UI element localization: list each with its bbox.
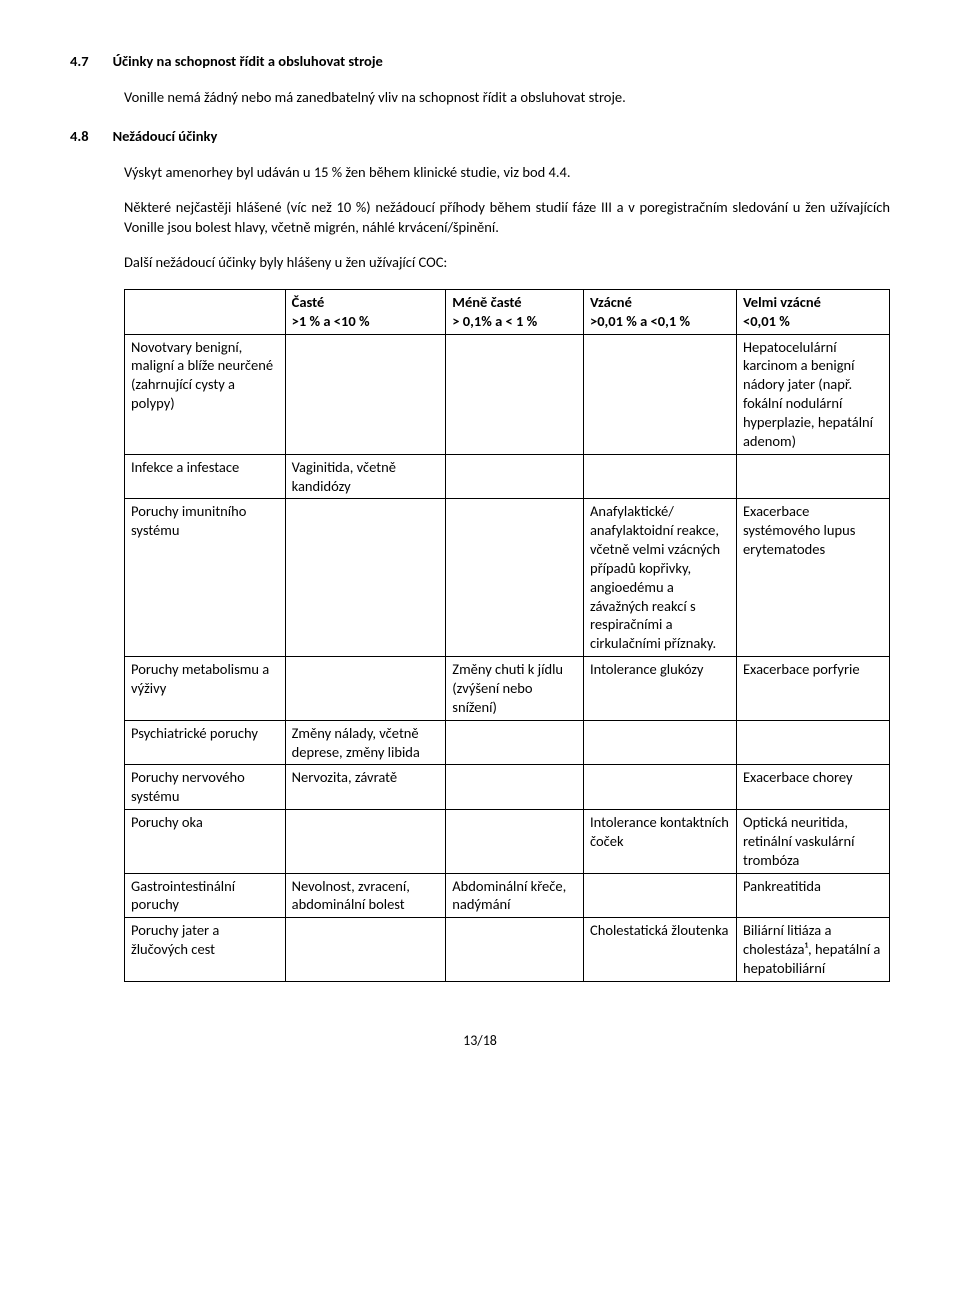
table-row: Poruchy imunitního systému Anafylaktické/… (125, 499, 890, 657)
section-4-7-heading: 4.7 Účinky na schopnost řídit a obsluhov… (70, 52, 890, 72)
table-cell: Intolerance glukózy (583, 657, 736, 721)
section-4-8-heading: 4.8 Nežádoucí účinky (70, 127, 890, 147)
table-cell: Intolerance kontaktních čoček (583, 810, 736, 874)
table-row: Poruchy nervového systémuNervozita, závr… (125, 765, 890, 810)
table-cell (736, 720, 889, 765)
table-cell: Změny nálady, včetně deprese, změny libi… (285, 720, 446, 765)
table-cell: Změny chuti k jídlu (zvýšení nebo snížen… (446, 657, 584, 721)
table-cell: Infekce a infestace (125, 454, 286, 499)
table-cell: Vaginitida, včetně kandidózy (285, 454, 446, 499)
table-cell: Poruchy jater a žlučových cest (125, 918, 286, 982)
table-header: Velmi vzácné<0,01 % (736, 289, 889, 334)
table-cell (285, 918, 446, 982)
table-cell: Abdominální křeče, nadýmání (446, 873, 584, 918)
section-number: 4.7 (70, 52, 89, 72)
table-cell: Optická neuritida, retinální vaskulární … (736, 810, 889, 874)
table-row: Poruchy oka Intolerance kontaktních čoček… (125, 810, 890, 874)
table-cell (446, 720, 584, 765)
table-cell (446, 454, 584, 499)
section-4-7-body: Vonille nemá žádný nebo má zanedbatelný … (124, 88, 890, 108)
table-row: Novotvary benigní, maligní a blíže neurč… (125, 334, 890, 454)
section-4-8-body: Výskyt amenorhey byl udáván u 15 % žen b… (124, 163, 890, 982)
section-title: Nežádoucí účinky (113, 127, 218, 147)
table-cell: Novotvary benigní, maligní a blíže neurč… (125, 334, 286, 454)
section-number: 4.8 (70, 127, 89, 147)
table-row: Gastrointestinální poruchyNevolnost, zvr… (125, 873, 890, 918)
table-cell: Gastrointestinální poruchy (125, 873, 286, 918)
table-cell: Poruchy nervového systému (125, 765, 286, 810)
table-cell: Exacerbace porfyrie (736, 657, 889, 721)
table-cell: Anafylaktické/ anafylaktoidní reakce, vč… (583, 499, 736, 657)
table-cell: Poruchy imunitního systému (125, 499, 286, 657)
table-row: Infekce a infestaceVaginitida, včetně ka… (125, 454, 890, 499)
table-cell (446, 810, 584, 874)
table-cell (583, 765, 736, 810)
paragraph: Výskyt amenorhey byl udáván u 15 % žen b… (124, 163, 890, 183)
table-cell (446, 334, 584, 454)
table-cell (285, 810, 446, 874)
table-cell (285, 334, 446, 454)
table-cell: Exacerbace systémového lupus erytematode… (736, 499, 889, 657)
paragraph: Některé nejčastěji hlášené (víc než 10 %… (124, 198, 890, 237)
table-cell: Nevolnost, zvracení, abdominální bolest (285, 873, 446, 918)
table-cell: Hepatocelulární karcinom a benigní nádor… (736, 334, 889, 454)
table-row: Poruchy jater a žlučových cest Cholestati… (125, 918, 890, 982)
paragraph: Další nežádoucí účinky byly hlášeny u že… (124, 253, 890, 273)
table-header-row: Časté>1 % a <10 % Méně časté> 0,1% a < 1… (125, 289, 890, 334)
section-title: Účinky na schopnost řídit a obsluhovat s… (113, 52, 383, 72)
adverse-effects-table: Časté>1 % a <10 % Méně časté> 0,1% a < 1… (124, 289, 890, 982)
table-cell (285, 657, 446, 721)
table-cell: Pankreatitida (736, 873, 889, 918)
table-header: Vzácné>0,01 % a <0,1 % (583, 289, 736, 334)
table-cell: Nervozita, závratě (285, 765, 446, 810)
table-cell (446, 765, 584, 810)
table-cell: Biliární litiáza a cholestáza¹, hepatáln… (736, 918, 889, 982)
table-row: Psychiatrické poruchyZměny nálady, včetn… (125, 720, 890, 765)
table-cell: Psychiatrické poruchy (125, 720, 286, 765)
table-cell (583, 720, 736, 765)
table-cell (446, 499, 584, 657)
table-cell: Exacerbace chorey (736, 765, 889, 810)
table-header: Méně časté> 0,1% a < 1 % (446, 289, 584, 334)
table-cell (446, 918, 584, 982)
table-cell: Poruchy metabolismu a výživy (125, 657, 286, 721)
table-header-blank (125, 289, 286, 334)
table-cell (583, 873, 736, 918)
page-number: 13/18 (70, 1032, 890, 1051)
table-cell (583, 454, 736, 499)
table-cell: Poruchy oka (125, 810, 286, 874)
table-cell (736, 454, 889, 499)
table-cell (583, 334, 736, 454)
table-header: Časté>1 % a <10 % (285, 289, 446, 334)
table-row: Poruchy metabolismu a výživy Změny chuti … (125, 657, 890, 721)
table-cell: Cholestatická žloutenka (583, 918, 736, 982)
table-cell (285, 499, 446, 657)
paragraph: Vonille nemá žádný nebo má zanedbatelný … (124, 88, 890, 108)
